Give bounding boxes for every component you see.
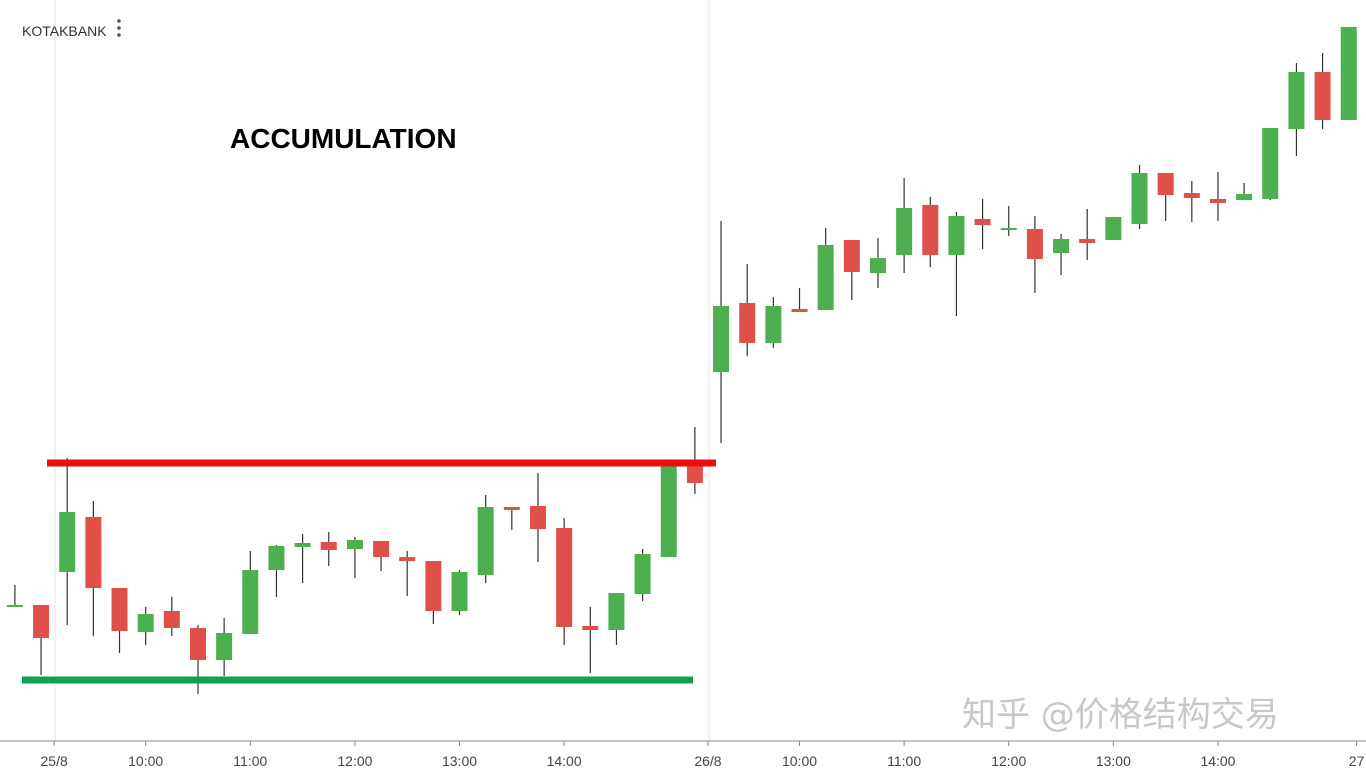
- candle-body: [1157, 173, 1174, 195]
- candle-body: [765, 306, 782, 343]
- x-tick-label: 26/8: [694, 753, 721, 768]
- candle-body: [1340, 27, 1357, 120]
- candle-body: [189, 628, 206, 660]
- x-tick-label: 14:00: [547, 753, 582, 768]
- candle-body: [948, 216, 965, 255]
- x-tick-label: 27: [1349, 753, 1365, 768]
- candle-body: [85, 517, 102, 588]
- x-tick-label: 13:00: [442, 753, 477, 768]
- candle-body: [739, 303, 756, 343]
- candle-body: [294, 543, 311, 547]
- menu-icon[interactable]: [117, 19, 121, 37]
- x-tick-label: 12:00: [337, 753, 372, 768]
- candle-body: [425, 561, 442, 611]
- x-tick-label: 10:00: [782, 753, 817, 768]
- candle-body: [608, 593, 625, 630]
- candle-body: [1314, 72, 1331, 120]
- candle-body: [137, 614, 154, 632]
- candle-body: [817, 245, 834, 310]
- candle-body: [896, 208, 913, 255]
- candle-body: [1288, 72, 1305, 129]
- candle-body: [346, 540, 363, 549]
- x-tick-label: 12:00: [991, 753, 1026, 768]
- candle-body: [1209, 199, 1226, 203]
- candle-body: [1183, 193, 1200, 198]
- candle-body: [1131, 173, 1148, 224]
- x-tick-label: 11:00: [233, 753, 267, 768]
- candle-body: [713, 306, 730, 372]
- candle-body: [399, 557, 416, 561]
- x-tick-label: 14:00: [1200, 753, 1235, 768]
- candle-body: [1000, 228, 1017, 230]
- candle-body: [974, 219, 991, 225]
- candle-body: [503, 507, 520, 510]
- candle-body: [1105, 217, 1122, 240]
- candle-body: [922, 205, 939, 255]
- annotation: ACCUMULATION: [230, 123, 457, 154]
- candle-body: [216, 633, 233, 660]
- candle-body: [791, 309, 808, 312]
- candle-body: [6, 605, 23, 607]
- candle-body: [686, 464, 703, 483]
- watermark: 知乎 @价格结构交易: [962, 695, 1279, 735]
- candle-body: [660, 464, 677, 557]
- candle-body: [59, 512, 76, 572]
- candle-body: [373, 541, 390, 557]
- candle-body: [111, 588, 128, 631]
- candle-body: [869, 258, 886, 273]
- candle-body: [477, 507, 494, 575]
- x-tick-label: 11:00: [887, 753, 921, 768]
- x-tick-label: 25/8: [41, 753, 68, 768]
- candle-body: [1236, 194, 1253, 200]
- candle-body: [33, 605, 50, 638]
- x-tick-label: 10:00: [128, 753, 163, 768]
- candle-body: [163, 611, 180, 628]
- candle-body: [451, 572, 468, 611]
- candle-body: [1079, 239, 1096, 243]
- candle-body: [242, 570, 259, 634]
- x-tick-label: 13:00: [1096, 753, 1131, 768]
- chart-title: KOTAKBANK: [22, 23, 107, 39]
- candle-body: [1053, 239, 1070, 253]
- candle-body: [529, 506, 546, 529]
- candle-body: [268, 546, 285, 570]
- candle-body: [843, 240, 860, 272]
- candle-body: [1262, 128, 1279, 199]
- candle-body: [556, 528, 573, 627]
- candle-body: [582, 626, 599, 630]
- candle-body: [320, 542, 337, 550]
- candle-body: [1026, 229, 1043, 259]
- candle-body: [634, 554, 651, 594]
